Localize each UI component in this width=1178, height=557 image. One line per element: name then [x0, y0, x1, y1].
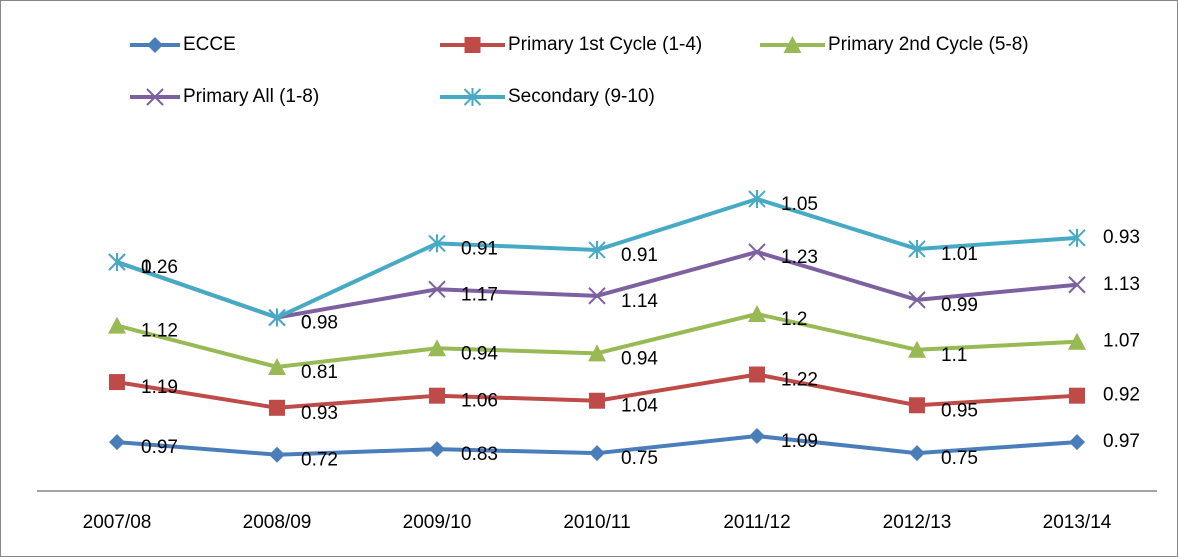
point-marker: [109, 434, 125, 451]
data-label: 0.81: [301, 362, 338, 383]
data-label: 1.13: [1103, 274, 1140, 295]
data-label: 0.93: [1103, 227, 1140, 248]
point-marker: [1068, 332, 1086, 350]
data-label: 0.95: [941, 400, 978, 421]
point-marker: [429, 387, 445, 404]
point-marker: [269, 399, 285, 416]
data-label: 0.97: [141, 437, 178, 458]
data-label: 1.01: [941, 244, 978, 265]
point-marker: [588, 287, 606, 305]
data-label: 1.07: [1103, 331, 1140, 352]
data-label: 1.23: [781, 247, 818, 268]
data-label: 1.26: [141, 257, 178, 278]
point-marker: [269, 446, 285, 463]
data-label: 0.94: [461, 343, 498, 364]
data-label: 0: [301, 313, 312, 334]
point-marker: [108, 316, 126, 334]
data-label: 0.92: [1103, 385, 1140, 406]
data-label: 0.99: [941, 295, 978, 316]
data-label: 1.2: [781, 309, 807, 330]
legend-marker: [146, 88, 164, 106]
point-marker: [749, 428, 765, 445]
x-tick-label: 2007/08: [83, 512, 152, 533]
point-marker: [748, 304, 766, 322]
point-marker: [268, 357, 286, 375]
data-label: 1.05: [781, 194, 818, 215]
x-tick-label: 2011/12: [723, 512, 790, 533]
data-label: 0.75: [941, 448, 978, 469]
data-label: 1.17: [461, 284, 498, 305]
point-marker: [588, 344, 606, 362]
legend-marker: [464, 37, 481, 53]
point-marker: [748, 190, 766, 209]
data-label: 1.12: [141, 321, 178, 342]
data-label: 1.04: [621, 396, 658, 417]
point-marker: [429, 441, 445, 458]
data-label: 1.14: [621, 291, 658, 312]
legend-marker: [463, 88, 482, 106]
data-label: 0.72: [301, 450, 338, 471]
point-marker: [109, 374, 125, 391]
point-marker: [589, 392, 605, 409]
legend-label: ECCE: [183, 34, 236, 55]
data-label: 0.91: [461, 238, 498, 259]
data-label: 0.93: [301, 403, 338, 424]
point-marker: [908, 239, 926, 258]
point-marker: [1068, 276, 1086, 294]
data-label: 0.91: [621, 245, 658, 266]
point-marker: [908, 340, 926, 358]
point-marker: [428, 280, 446, 298]
point-marker: [909, 445, 925, 462]
point-marker: [1069, 387, 1085, 404]
x-tick-label: 2008/09: [243, 512, 312, 533]
data-label: 0.83: [461, 444, 498, 465]
x-tick-label: 2012/13: [883, 512, 952, 533]
data-label: 1.19: [141, 377, 178, 398]
legend-marker: [783, 36, 802, 53]
point-marker: [588, 240, 606, 259]
point-marker: [428, 339, 446, 357]
point-marker: [428, 234, 446, 253]
data-label: 0.94: [621, 348, 658, 369]
legend-label: Secondary (9-10): [508, 86, 655, 107]
data-label: 1.09: [781, 431, 818, 452]
x-tick-label: 2009/10: [403, 512, 472, 533]
legend-label: Primary All (1-8): [183, 86, 319, 107]
legend-label: Primary 2nd Cycle (5-8): [828, 34, 1029, 55]
data-label: 0.98: [301, 313, 338, 334]
data-label: 0.75: [621, 448, 658, 469]
point-marker: [749, 366, 765, 383]
point-marker: [108, 253, 126, 272]
point-marker: [909, 397, 925, 414]
data-label: 1.06: [461, 391, 498, 412]
x-tick-label: 2010/11: [563, 512, 630, 533]
data-label: 1.22: [781, 370, 818, 391]
point-marker: [589, 445, 605, 462]
legend-marker: [147, 37, 163, 53]
x-tick-label: 2013/14: [1043, 512, 1112, 533]
point-marker: [1069, 434, 1085, 451]
data-label: 0.97: [1103, 431, 1140, 452]
point-marker: [748, 243, 766, 261]
point-marker: [1068, 228, 1086, 247]
point-marker: [268, 308, 286, 327]
data-label: 0: [141, 257, 152, 278]
data-label: 1.1: [941, 345, 967, 366]
point-marker: [908, 291, 926, 309]
legend-label: Primary 1st Cycle (1-4): [508, 34, 702, 55]
